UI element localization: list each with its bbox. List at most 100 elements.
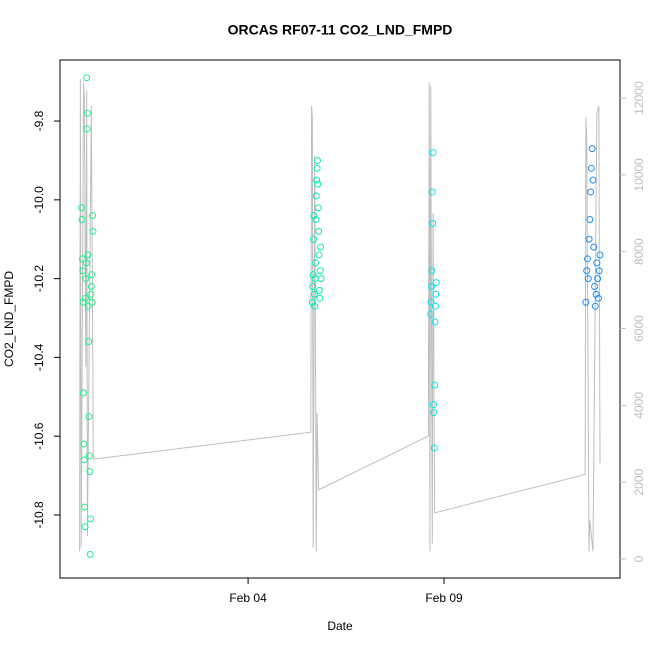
point — [591, 302, 599, 310]
y-axis-label: CO2_LND_FMPD — [2, 271, 16, 367]
x-tick-label: Feb 04 — [229, 591, 267, 605]
y-tick-label: -10.8 — [32, 501, 46, 529]
chart-title: ORCAS RF07-11 CO2_LND_FMPD — [228, 22, 453, 38]
point — [311, 302, 319, 310]
point — [79, 298, 87, 306]
point — [83, 125, 91, 133]
point — [593, 259, 601, 267]
point — [429, 401, 437, 409]
point — [432, 279, 440, 287]
point — [432, 290, 440, 298]
y2-tick-label: 6000 — [632, 315, 646, 342]
y-tick-label: -10.0 — [32, 186, 46, 214]
point — [313, 164, 321, 172]
point — [315, 286, 323, 294]
point — [308, 298, 316, 306]
point — [85, 452, 93, 460]
point — [431, 318, 439, 326]
point — [428, 267, 436, 275]
x-axis-label: Date — [327, 619, 353, 633]
point — [82, 259, 90, 267]
point — [429, 149, 437, 157]
point — [87, 290, 95, 298]
point — [82, 275, 90, 283]
point — [83, 109, 91, 117]
point — [78, 216, 86, 224]
point — [431, 381, 439, 389]
point — [313, 176, 321, 184]
point — [427, 310, 435, 318]
y2-tick-label: 4000 — [632, 392, 646, 419]
point — [86, 550, 94, 558]
point — [80, 389, 88, 397]
point — [310, 212, 318, 220]
point — [584, 275, 592, 283]
point — [317, 243, 325, 251]
point — [85, 338, 93, 346]
y2-tick-label: 12000 — [632, 81, 646, 115]
point — [315, 227, 323, 235]
point — [589, 176, 597, 184]
point — [313, 156, 321, 164]
point — [80, 440, 88, 448]
point — [428, 283, 436, 291]
point — [429, 219, 437, 227]
point — [89, 212, 97, 220]
point — [78, 255, 86, 263]
point — [79, 267, 87, 275]
point — [591, 283, 599, 291]
x-tick-label: Feb 09 — [425, 591, 463, 605]
point — [315, 251, 323, 259]
point — [590, 243, 598, 251]
point — [78, 204, 86, 212]
point — [431, 302, 439, 310]
point — [592, 290, 600, 298]
point — [81, 523, 89, 531]
point — [583, 255, 591, 263]
point — [583, 267, 591, 275]
point — [596, 251, 604, 259]
point — [80, 456, 88, 464]
point — [588, 145, 596, 153]
point — [88, 298, 96, 306]
point — [310, 235, 318, 243]
point — [587, 188, 595, 196]
point — [594, 294, 602, 302]
point — [427, 298, 435, 306]
point — [88, 271, 96, 279]
point — [309, 271, 317, 279]
y-tick-label: -10.4 — [32, 343, 46, 371]
y-tick-label: -10.6 — [32, 422, 46, 450]
y-tick-label: -10.2 — [32, 265, 46, 293]
point — [312, 259, 320, 267]
point — [594, 275, 602, 283]
point — [314, 180, 322, 188]
point — [587, 164, 595, 172]
point — [316, 294, 324, 302]
point — [317, 275, 325, 283]
point — [316, 267, 324, 275]
point — [595, 267, 603, 275]
point — [84, 251, 92, 259]
point — [586, 216, 594, 224]
point — [430, 409, 438, 417]
plot-frame — [59, 59, 621, 579]
point — [585, 235, 593, 243]
point — [89, 227, 97, 235]
point — [86, 468, 94, 476]
line — [79, 78, 601, 552]
point — [87, 283, 95, 291]
point — [428, 188, 436, 196]
point — [314, 204, 322, 212]
y-tick-label: -9.8 — [32, 110, 46, 131]
point — [430, 444, 438, 452]
point — [84, 302, 92, 310]
point — [309, 283, 317, 291]
y2-tick-label: 10000 — [632, 158, 646, 192]
point — [87, 515, 95, 523]
point — [85, 412, 93, 420]
y2-tick-label: 0 — [632, 555, 646, 562]
